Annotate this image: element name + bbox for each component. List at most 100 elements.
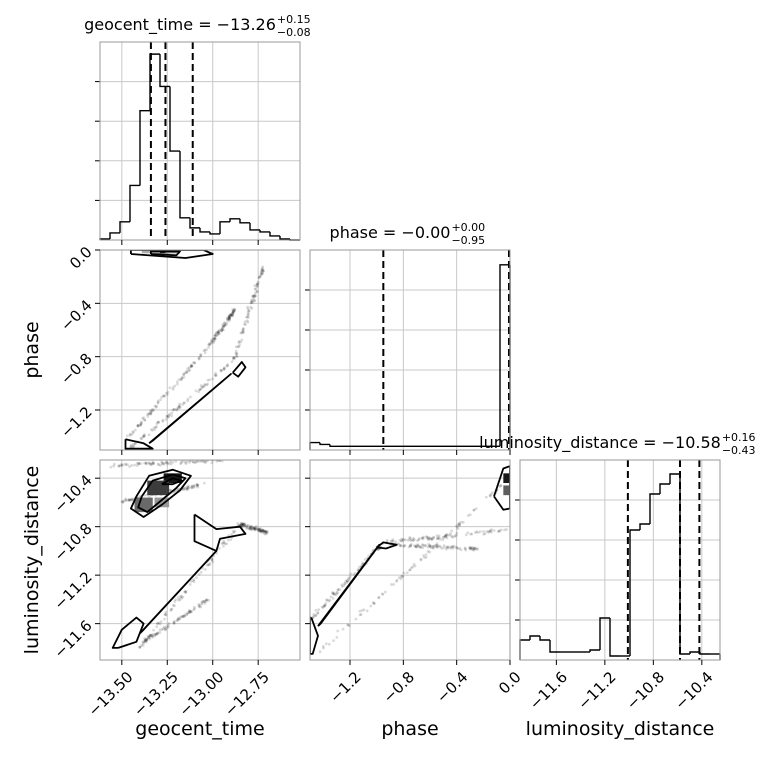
sample-point	[181, 615, 185, 619]
sample-point	[478, 530, 482, 534]
sample-point	[498, 529, 501, 533]
sample-point	[451, 546, 455, 550]
sample-point	[219, 329, 223, 332]
sample-point	[120, 464, 124, 467]
sample-point	[203, 481, 206, 485]
sample-point	[257, 528, 261, 532]
sample-point	[260, 529, 264, 533]
sample-point	[262, 529, 265, 533]
title-sub-text: −0.43	[722, 444, 756, 457]
sample-point	[229, 313, 233, 317]
sample-point	[215, 334, 219, 337]
sample-point	[432, 546, 435, 550]
sample-point	[162, 394, 166, 398]
sample-point	[121, 500, 125, 504]
sample-point	[336, 629, 340, 633]
sample-point	[139, 421, 143, 425]
sample-point	[380, 592, 384, 596]
density-contour	[130, 468, 192, 518]
sample-point	[360, 609, 364, 612]
sample-point	[345, 580, 349, 583]
sample-point	[197, 357, 201, 360]
sample-point	[411, 565, 415, 569]
sample-point	[203, 600, 206, 604]
panel-content	[100, 460, 300, 660]
sample-point	[138, 645, 142, 649]
sample-point	[252, 526, 256, 530]
sample-point	[489, 529, 492, 533]
sample-point	[135, 461, 139, 465]
sample-point	[160, 628, 164, 631]
sample-point	[260, 271, 263, 274]
sample-point	[444, 533, 448, 537]
sample-point	[450, 534, 454, 538]
sample-point	[453, 535, 456, 539]
sample-point	[147, 461, 151, 465]
sample-point	[157, 420, 161, 424]
sample-point	[213, 337, 217, 340]
sample-point	[410, 566, 413, 570]
sample-point	[257, 275, 261, 279]
sample-point	[169, 609, 173, 612]
sample-point	[241, 522, 245, 526]
sample-point	[476, 531, 480, 534]
sample-point	[216, 331, 220, 335]
sample-point	[172, 621, 176, 624]
sample-point	[220, 460, 224, 463]
sample-point	[248, 525, 252, 528]
sample-point	[426, 545, 430, 549]
sample-point	[487, 530, 491, 533]
sample-point	[241, 522, 244, 526]
sample-point	[490, 528, 493, 532]
sample-point	[202, 600, 205, 604]
sample-point	[453, 534, 457, 538]
sample-point	[161, 627, 165, 630]
sample-point	[258, 527, 261, 531]
sample-point	[148, 635, 152, 638]
sample-point	[450, 545, 454, 549]
sample-point	[241, 523, 245, 527]
sample-point	[140, 437, 144, 441]
sample-point	[427, 538, 430, 542]
sample-point	[417, 545, 420, 548]
sample-point	[231, 357, 235, 361]
sample-point	[144, 461, 148, 465]
sample-point	[151, 635, 154, 639]
histogram-bin	[239, 218, 250, 224]
sample-point	[150, 428, 153, 431]
sample-point	[253, 528, 257, 532]
sample-point	[408, 544, 412, 548]
sample-point	[246, 315, 249, 319]
sample-point	[176, 382, 179, 386]
sample-point	[229, 313, 233, 317]
sample-point	[255, 290, 259, 294]
sample-point	[425, 535, 429, 539]
sample-point	[214, 371, 217, 375]
sample-point	[232, 356, 236, 360]
sample-point	[147, 636, 151, 640]
sample-point	[256, 280, 260, 284]
sample-point	[205, 598, 209, 602]
sample-point	[234, 351, 238, 355]
sample-point	[172, 621, 176, 625]
sample-point	[343, 582, 347, 585]
sample-point	[157, 621, 161, 625]
sample-point	[468, 513, 472, 517]
sample-point	[180, 376, 184, 380]
sample-point	[137, 462, 141, 465]
sample-point	[372, 602, 376, 605]
sample-point	[312, 614, 316, 618]
sample-point	[227, 317, 231, 320]
sample-point	[248, 525, 252, 529]
sample-point	[254, 526, 258, 530]
sample-point	[171, 386, 175, 389]
sample-point	[322, 604, 326, 608]
sample-point	[246, 310, 250, 314]
sample-point	[172, 407, 176, 411]
sample-point	[248, 526, 252, 530]
sample-point	[177, 404, 181, 408]
sample-point	[469, 532, 473, 536]
sample-point	[180, 376, 184, 379]
sample-point	[173, 604, 176, 608]
sample-point	[180, 461, 183, 465]
